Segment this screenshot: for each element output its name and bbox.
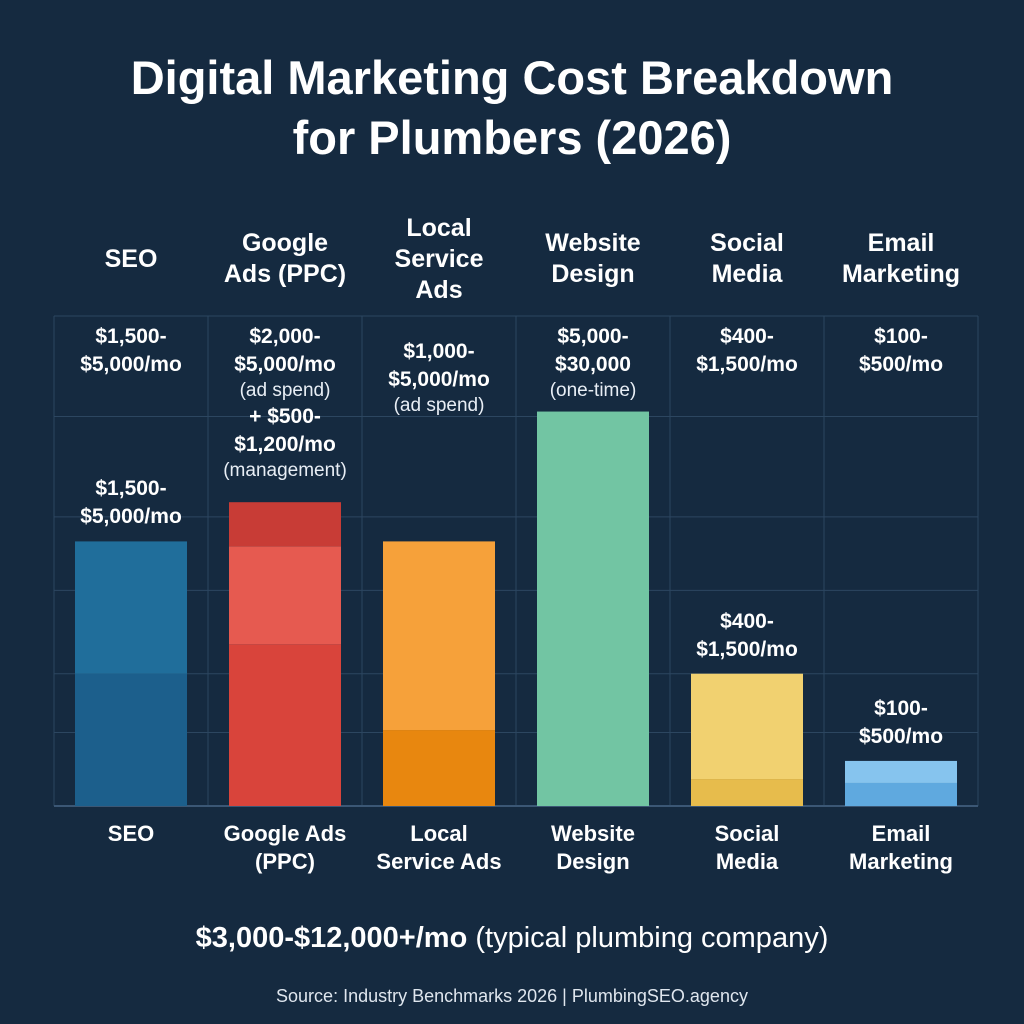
column-header-line: Marketing xyxy=(841,260,961,288)
chart-area xyxy=(53,315,979,807)
category-label-3: Local Service Ads xyxy=(362,820,516,876)
top-value-text: $5,000/mo xyxy=(388,368,490,391)
category-label-line: Design xyxy=(556,849,630,874)
column-header-line: Ads xyxy=(415,275,463,304)
source-credit: Source: Industry Benchmarks 2026 | Plumb… xyxy=(276,986,748,1006)
column-header-line: Service xyxy=(394,244,484,273)
top-value-text: $1,200/mo xyxy=(234,433,336,456)
summary-total: $3,000-$12,000+/mo (typical plumbing com… xyxy=(0,918,1024,958)
top-value-text: $100- xyxy=(874,325,928,348)
bar-5 xyxy=(691,673,803,806)
column-header-2: Google Ads (PPC) xyxy=(208,228,362,290)
bar-value-text: $400- xyxy=(720,609,774,633)
top-value-note: (ad spend) xyxy=(239,380,331,401)
category-label-5: Social Media xyxy=(670,820,824,876)
top-value-text: $30,000 xyxy=(555,353,631,376)
column-header-line: Website xyxy=(545,229,641,257)
top-value-text: $1,500/mo xyxy=(696,353,798,376)
summary-total-range: $3,000-$12,000+/mo xyxy=(195,922,468,954)
top-value-label-6: $100- $500/mo xyxy=(824,323,978,379)
top-value-text: $5,000/mo xyxy=(234,353,336,376)
column-header-line: Media xyxy=(711,260,783,288)
column-header-6: Email Marketing xyxy=(824,228,978,290)
top-value-text: + $500- xyxy=(249,405,321,428)
bar-value-text: $1,500- xyxy=(95,477,167,501)
category-label-line: Service Ads xyxy=(376,849,502,874)
column-header-3: Local Service Ads xyxy=(362,213,516,306)
top-value-label-1: $1,500- $5,000/mo xyxy=(54,323,208,379)
chart-title-line-1: Digital Marketing Cost Breakdown xyxy=(130,51,894,104)
bar-value-label-6: $100- $500/mo xyxy=(824,695,978,751)
top-value-text: $400- xyxy=(720,325,774,348)
category-label-line: Marketing xyxy=(849,849,953,874)
top-value-text: $2,000- xyxy=(249,325,321,348)
chart-title: Digital Marketing Cost Breakdown for Plu… xyxy=(0,48,1024,168)
bar-6-segment-1 xyxy=(845,782,957,806)
category-label-line: (PPC) xyxy=(255,849,315,874)
bar-3 xyxy=(383,541,495,806)
bar-value-text: $100- xyxy=(874,696,928,720)
top-value-text: $5,000/mo xyxy=(80,353,182,376)
top-value-label-4: $5,000- $30,000 (one-time) xyxy=(516,323,670,403)
column-header-line: Local xyxy=(406,213,472,242)
column-header-line: Email xyxy=(867,229,935,257)
bar-1-segment-2 xyxy=(75,541,187,674)
column-header-line: SEO xyxy=(104,244,158,273)
bar-5-segment-2 xyxy=(691,673,803,780)
category-label-line: SEO xyxy=(107,821,155,846)
bar-3-segment-1 xyxy=(383,730,495,806)
column-header-line: Design xyxy=(551,260,635,288)
top-value-note: (management) xyxy=(223,460,347,481)
category-label-line: Social xyxy=(714,821,780,846)
bar-1-segment-1 xyxy=(75,673,187,806)
bar-2-segment-2 xyxy=(229,546,341,645)
bar-6 xyxy=(845,760,957,806)
top-value-label-5: $400- $1,500/mo xyxy=(670,323,824,379)
column-header-line: Ads (PPC) xyxy=(223,260,347,288)
category-label-line: Media xyxy=(715,849,779,874)
top-value-label-3: $1,000- $5,000/mo (ad spend) xyxy=(362,338,516,418)
bar-2 xyxy=(229,502,341,806)
bar-4-segment-1 xyxy=(537,411,649,806)
top-value-note: (one-time) xyxy=(549,380,637,401)
bar-4 xyxy=(537,411,649,806)
top-value-text: $5,000- xyxy=(557,325,629,348)
bar-2-segment-3 xyxy=(229,502,341,547)
category-label-line: Google Ads xyxy=(223,821,347,846)
column-header-1: SEO xyxy=(54,244,208,275)
bar-value-text: $1,500/mo xyxy=(696,637,798,661)
top-value-text: $500/mo xyxy=(858,353,944,376)
chart-title-line-2: for Plumbers (2026) xyxy=(292,111,732,164)
category-label-6: Email Marketing xyxy=(824,820,978,876)
bar-1 xyxy=(75,541,187,806)
bar-6-segment-2 xyxy=(845,760,957,783)
bar-value-text: $5,000/mo xyxy=(80,505,182,529)
category-label-line: Local xyxy=(410,821,468,846)
category-label-4: Website Design xyxy=(516,820,670,876)
column-header-line: Google xyxy=(241,229,329,257)
top-value-note: (ad spend) xyxy=(393,395,485,416)
top-value-label-2: $2,000- $5,000/mo (ad spend) + $500- $1,200/… xyxy=(208,323,362,483)
bar-value-text: $500/mo xyxy=(858,724,944,748)
bar-3-segment-2 xyxy=(383,541,495,731)
category-label-1: SEO xyxy=(54,820,208,848)
column-header-4: Website Design xyxy=(516,228,670,290)
top-value-text: $1,500- xyxy=(95,325,167,348)
bar-chart xyxy=(53,315,979,807)
category-label-line: Website xyxy=(551,821,635,846)
category-label-2: Google Ads (PPC) xyxy=(208,820,362,876)
summary-total-note: (typical plumbing company) xyxy=(467,922,829,954)
column-header-5: Social Media xyxy=(670,228,824,290)
bar-2-segment-1 xyxy=(229,644,341,806)
column-header-line: Social xyxy=(710,229,784,257)
bar-value-label-5: $400- $1,500/mo xyxy=(670,608,824,664)
bar-5-segment-1 xyxy=(691,779,803,806)
category-label-line: Email xyxy=(871,821,931,846)
top-value-text: $1,000- xyxy=(403,340,475,363)
bar-value-label-1: $1,500- $5,000/mo xyxy=(54,475,208,531)
